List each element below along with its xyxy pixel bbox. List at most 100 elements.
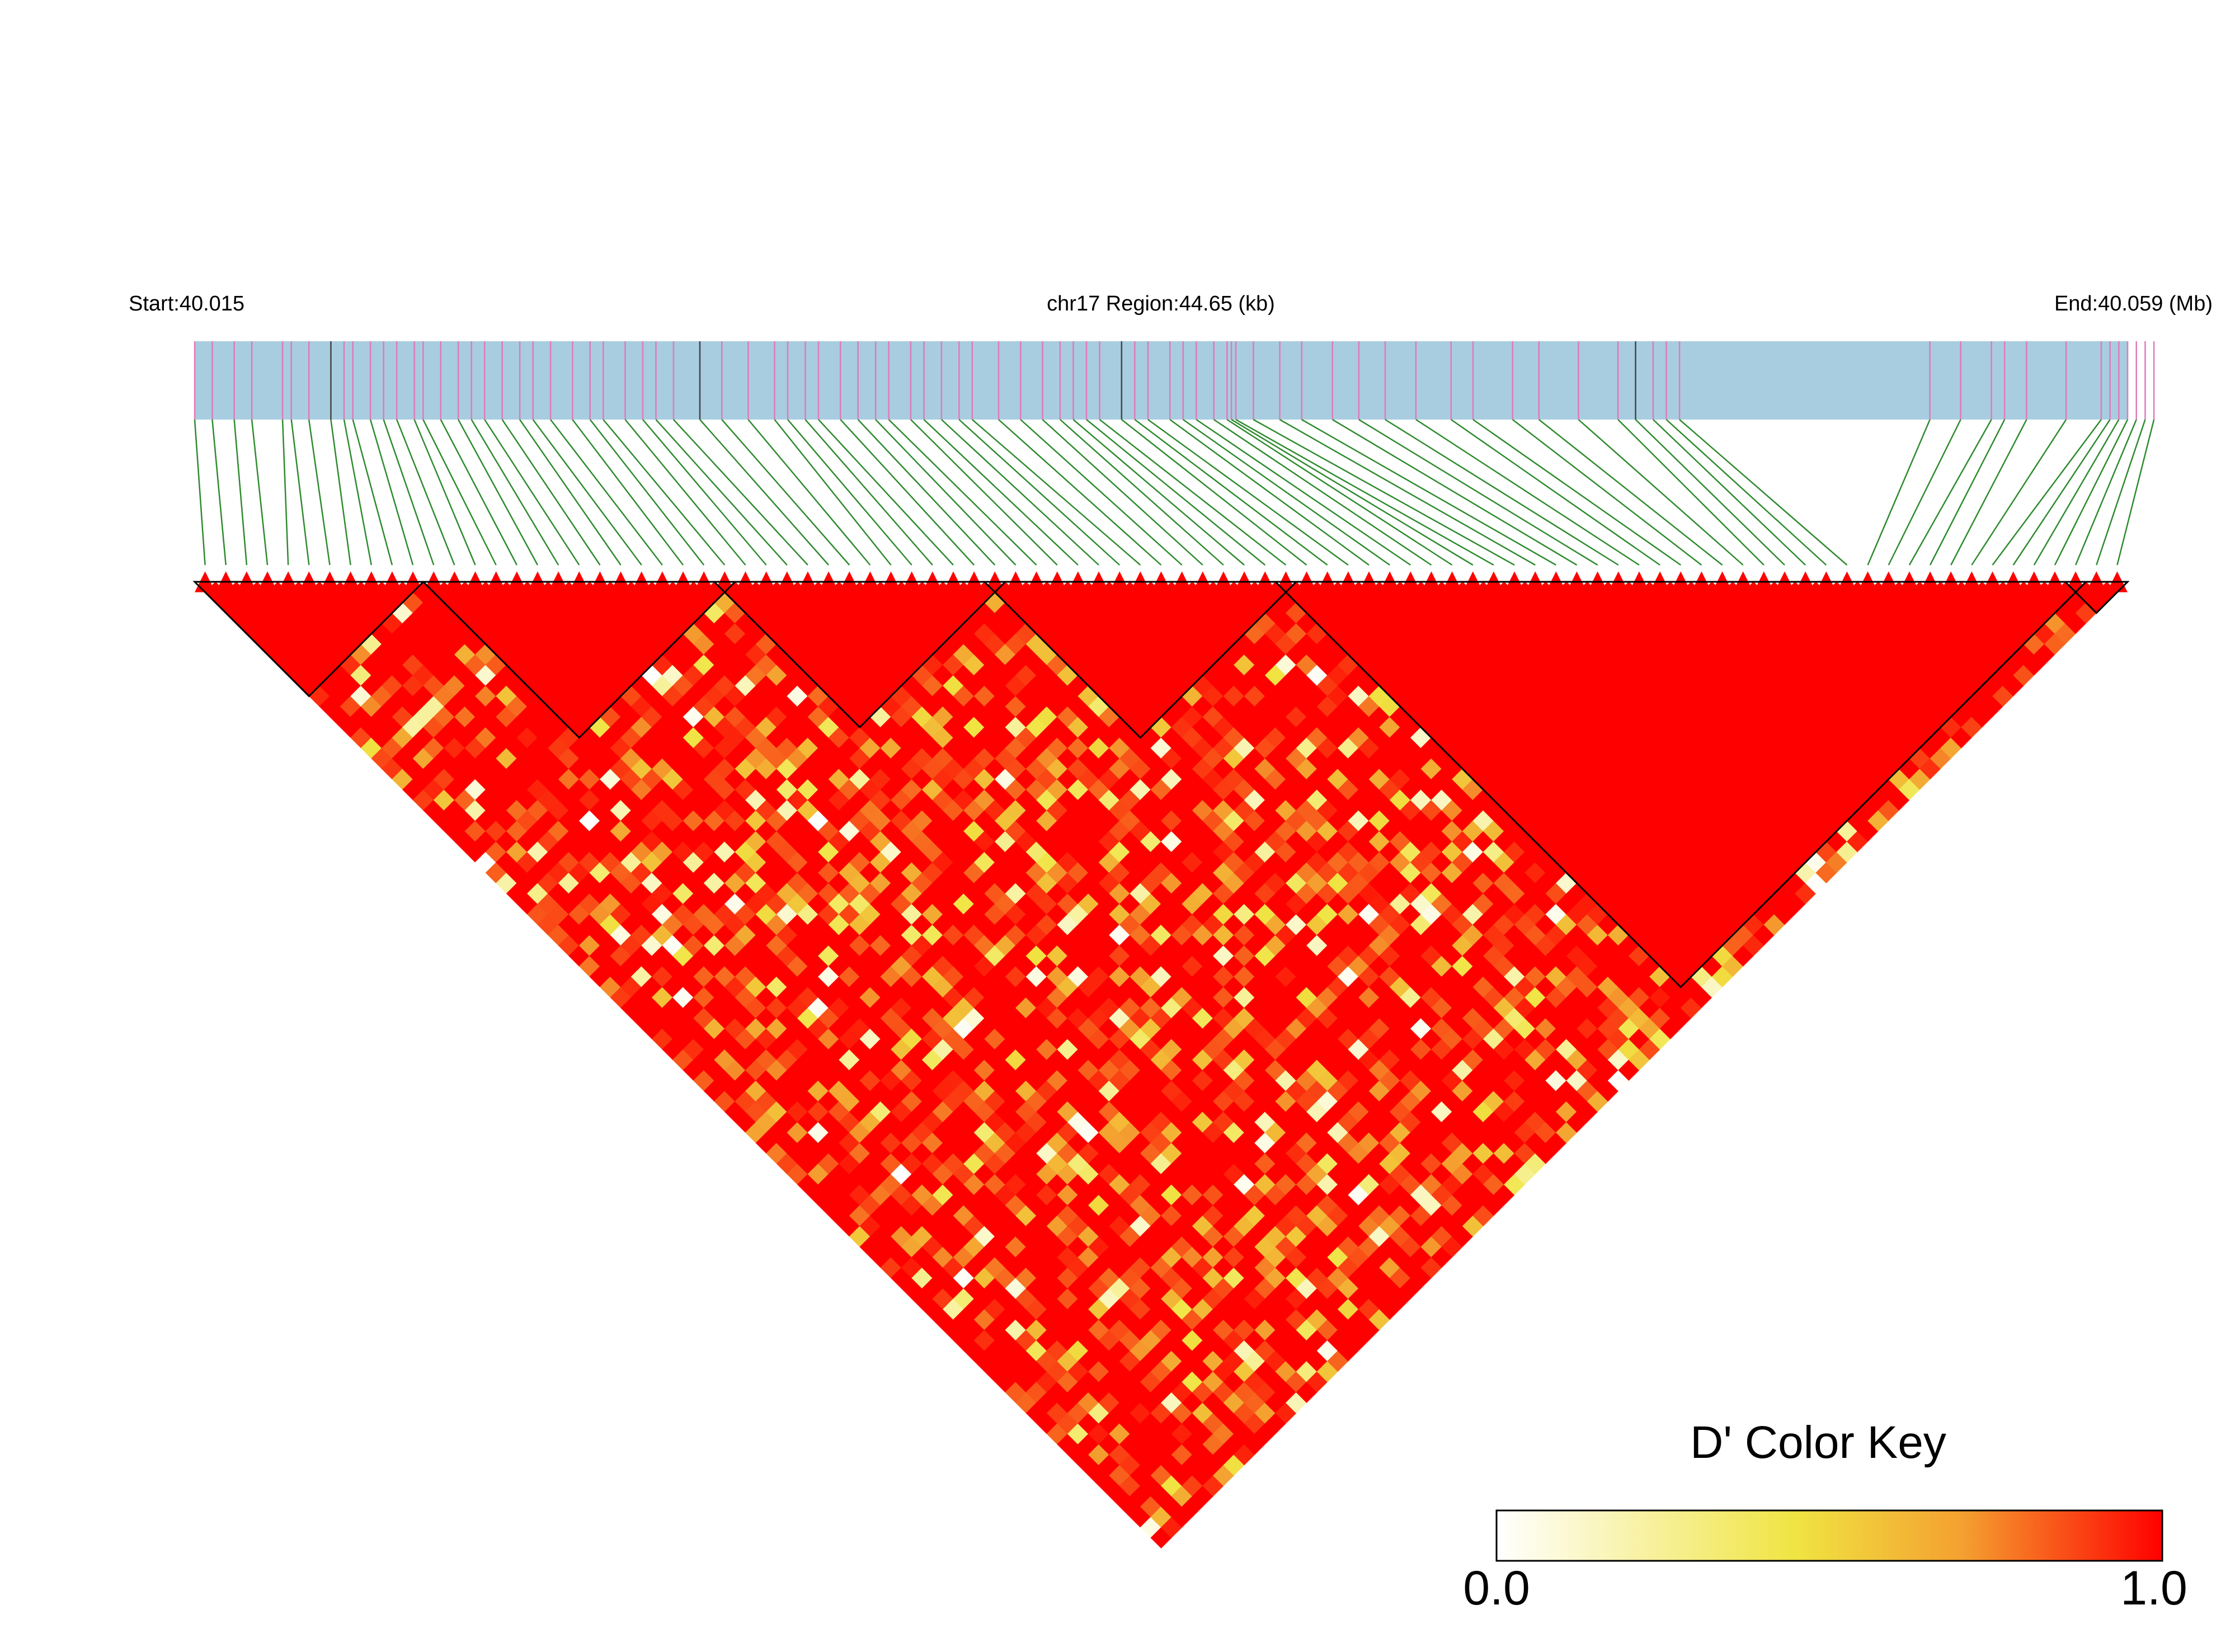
snp-connector xyxy=(857,419,996,566)
snp-connector xyxy=(1279,418,1536,566)
snp-connector xyxy=(655,419,788,566)
snp-connector xyxy=(1121,419,1307,566)
snp-connector xyxy=(413,419,476,566)
snp-connector xyxy=(383,419,435,566)
snp-connector xyxy=(624,419,746,566)
snp-connector xyxy=(1213,418,1432,566)
snp-ticks xyxy=(194,341,2155,420)
snp-connector xyxy=(1888,419,1961,566)
snp-connector xyxy=(1060,419,1224,566)
snp-connector xyxy=(603,419,726,566)
snp-connector xyxy=(1635,419,1785,566)
snp-connector xyxy=(501,419,601,566)
snp-connector xyxy=(532,419,642,566)
snp-connector xyxy=(998,419,1162,566)
snp-connector xyxy=(470,419,559,566)
snp-connector xyxy=(233,419,248,566)
snp-connector xyxy=(699,419,830,566)
snp-connector xyxy=(958,419,1121,566)
ld-block-outline xyxy=(2063,581,2130,614)
snp-connector xyxy=(1099,419,1287,566)
ld-block-outline xyxy=(982,581,1298,739)
snp-connector xyxy=(1415,418,1640,566)
snp-connector-lines xyxy=(194,418,2155,566)
snp-connector xyxy=(1992,419,2102,566)
snp-connector xyxy=(1451,418,1660,566)
snp-connector xyxy=(2012,419,2111,566)
snp-connector xyxy=(721,419,850,566)
snp-connector xyxy=(1867,419,1931,566)
color-key-title: D' Color Key xyxy=(1690,1417,1946,1468)
snp-connector xyxy=(194,419,206,566)
snp-connector xyxy=(589,419,705,566)
snp-connector xyxy=(1226,418,1453,566)
color-key-max-label: 1.0 xyxy=(2120,1561,2187,1615)
snp-connector xyxy=(352,419,393,566)
snp-connector xyxy=(1538,419,1723,566)
snp-connector xyxy=(923,419,1079,566)
snp-connector xyxy=(1653,419,1806,566)
ld-block-outline xyxy=(712,581,1008,729)
color-key xyxy=(1495,1509,2163,1562)
snp-connector xyxy=(2096,419,2146,566)
snp-connector xyxy=(550,419,663,566)
snp-connector xyxy=(1332,418,1578,566)
snp-connector xyxy=(642,419,767,566)
snp-connector xyxy=(1908,419,1992,566)
snp-connector xyxy=(1020,419,1183,566)
color-key-min-label: 0.0 xyxy=(1463,1561,1530,1615)
snp-connector xyxy=(1169,418,1370,566)
snp-connector xyxy=(458,419,539,566)
snp-connector xyxy=(519,419,622,566)
snp-connector xyxy=(804,419,933,566)
snp-connector xyxy=(1183,418,1390,566)
region-start-label: Start:40.015 xyxy=(129,292,245,316)
snp-connector xyxy=(1134,419,1328,566)
snp-connector xyxy=(672,419,808,566)
snp-connector xyxy=(1578,419,1744,566)
snp-connector xyxy=(1301,418,1556,566)
ld-block-outline xyxy=(192,581,426,698)
snp-connector xyxy=(1512,419,1702,566)
snp-connector xyxy=(308,419,331,566)
snp-connector xyxy=(1665,419,1827,566)
snp-connector xyxy=(1231,418,1474,566)
ld-block-outline xyxy=(1273,581,2088,989)
snp-connector xyxy=(1196,418,1411,566)
snp-connector xyxy=(787,419,912,566)
snp-connector xyxy=(440,419,517,566)
snp-connector xyxy=(774,419,892,566)
snp-connector xyxy=(422,419,497,566)
ld-block-outline xyxy=(421,581,737,739)
color-key-bar xyxy=(1495,1509,2163,1562)
snp-connector xyxy=(572,419,684,566)
snp-connector xyxy=(251,419,269,566)
snp-connector xyxy=(396,419,455,566)
region-size-label: chr17 Region:44.65 (kb) xyxy=(1047,292,1275,316)
snp-connector xyxy=(343,419,373,566)
snp-connector xyxy=(369,419,414,566)
chromosome-track xyxy=(195,341,2128,420)
ld-block-outlines xyxy=(192,581,2130,989)
snp-connector xyxy=(1929,419,2006,566)
snp-connector xyxy=(840,419,975,566)
region-end-label: End:40.059 (Mb) xyxy=(2054,292,2213,316)
snp-connector xyxy=(941,419,1099,566)
snp-connector xyxy=(875,419,1017,566)
snp-connector xyxy=(1971,419,2067,566)
snp-connector xyxy=(484,419,580,566)
snp-connector xyxy=(1072,419,1245,566)
snp-connector xyxy=(888,419,1037,566)
snp-connector xyxy=(972,419,1141,566)
snp-connector xyxy=(2033,419,2120,566)
snp-connector xyxy=(1358,418,1598,566)
snp-connector xyxy=(1086,419,1266,566)
snp-connector xyxy=(1385,418,1619,566)
snp-connector xyxy=(2116,419,2155,566)
snp-connector xyxy=(747,419,871,566)
snp-connector xyxy=(2054,419,2129,566)
snp-connector xyxy=(330,419,351,566)
snp-connector xyxy=(281,419,289,566)
snp-connector xyxy=(1472,418,1681,566)
